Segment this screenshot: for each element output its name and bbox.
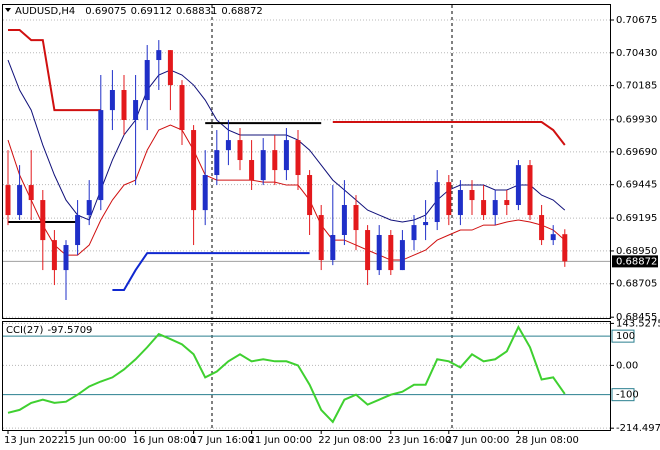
candle-body — [365, 230, 371, 271]
y-tick-label: 0.70675 — [616, 15, 657, 26]
candle-body — [295, 140, 301, 176]
candle-body — [272, 150, 278, 171]
ohlc-high: 0.69112 — [131, 6, 172, 17]
candle-body — [283, 140, 289, 171]
candle-body — [527, 165, 533, 216]
candle-body — [5, 185, 11, 216]
candle-body — [98, 110, 104, 201]
x-tick-label: 22 Jun 08:00 — [318, 435, 382, 446]
symbol: AUDUSD,H4 — [15, 6, 75, 17]
candle-body — [214, 150, 220, 176]
x-tick-label: 23 Jun 16:00 — [388, 435, 452, 446]
y-tick-label: 0.00 — [616, 360, 638, 371]
candle-body — [144, 60, 150, 101]
line-series — [8, 29, 101, 112]
y-tick-label: 0.70185 — [616, 81, 657, 92]
cci-name: CCI(27) — [6, 325, 44, 336]
candle-body — [179, 85, 185, 131]
candle-body — [446, 182, 452, 216]
candle-body — [457, 190, 463, 216]
level-box — [611, 329, 635, 343]
candle-body — [423, 222, 429, 226]
candle-body — [492, 200, 498, 216]
y-tick-label: 0.69690 — [616, 147, 657, 158]
candle-body — [133, 100, 139, 120]
line-series — [112, 252, 310, 292]
candle-body — [307, 175, 313, 216]
line-series — [7, 124, 566, 261]
cci-panel — [2, 321, 611, 431]
price-box — [612, 255, 658, 268]
cci-last: -97.5709 — [47, 325, 92, 336]
candle-body — [109, 90, 115, 111]
price-title: AUDUSD,H4 0.69075 0.69112 0.68831 0.68872 — [15, 6, 263, 17]
candle-body — [75, 215, 81, 246]
candle-body — [249, 160, 255, 181]
line-series — [7, 324, 566, 424]
candle-body — [260, 150, 266, 181]
x-tick-label: 15 Jun 00:00 — [63, 435, 127, 446]
x-tick-label: 13 Jun 2022 — [4, 435, 64, 446]
candle-body — [515, 165, 521, 206]
y-tick-label: 0.69445 — [616, 180, 657, 191]
x-tick-label: 27 Jun 00:00 — [446, 435, 510, 446]
candle-body — [481, 200, 487, 216]
level-box — [611, 388, 635, 402]
y-tick-label: -214.4976 — [616, 423, 660, 434]
candle-body — [156, 50, 162, 61]
price-panel — [2, 4, 611, 319]
candle-body — [318, 215, 324, 261]
y-tick-label: 0.68705 — [616, 279, 657, 290]
x-tick-label: 28 Jun 08:00 — [515, 435, 579, 446]
candle-body — [225, 140, 231, 151]
candle-body — [237, 140, 243, 161]
x-tick-label: 17 Jun 16:00 — [191, 435, 255, 446]
candle-body — [469, 190, 475, 201]
candle-body — [121, 90, 127, 120]
menu-arrow — [5, 8, 11, 12]
candle-body — [51, 240, 57, 271]
candle-body — [550, 234, 556, 241]
cci-title: CCI(27) -97.5709 — [6, 325, 92, 336]
candle-body — [330, 234, 336, 261]
candle-body — [504, 200, 510, 206]
candle-body — [353, 205, 359, 231]
candle-body — [411, 225, 417, 241]
level-label: -100 — [616, 390, 639, 401]
candle-body — [341, 205, 347, 235]
candle-body — [28, 185, 34, 201]
price-box-label: 0.68872 — [616, 256, 657, 267]
candle-body — [434, 182, 440, 223]
candle-body — [40, 200, 46, 241]
y-tick-label: 143.5275 — [616, 318, 660, 329]
candle-body — [539, 215, 545, 241]
candle-body — [202, 175, 208, 211]
candle-body — [17, 185, 23, 216]
ohlc-low: 0.68831 — [176, 6, 217, 17]
candle-body — [86, 200, 92, 216]
line-series — [332, 121, 566, 146]
x-tick-label: 16 Jun 08:00 — [133, 435, 197, 446]
y-tick-label: 0.68455 — [616, 312, 657, 323]
x-tick-label: 21 Jun 00:00 — [249, 435, 313, 446]
y-tick-label: 0.68950 — [616, 246, 657, 257]
candle-body — [399, 240, 405, 271]
candle-body — [562, 234, 568, 262]
level-label: 100 — [616, 331, 635, 342]
ohlc-close: 0.68872 — [221, 6, 262, 17]
candle-body — [63, 245, 69, 271]
candle-body — [167, 50, 173, 86]
candle-body — [376, 234, 382, 271]
candle-body — [388, 234, 394, 271]
y-tick-label: 0.70430 — [616, 48, 657, 59]
y-tick-label: 0.69930 — [616, 115, 657, 126]
candle-body — [191, 130, 197, 211]
y-tick-label: 0.69195 — [616, 213, 657, 224]
ohlc-open: 0.69075 — [85, 6, 126, 17]
